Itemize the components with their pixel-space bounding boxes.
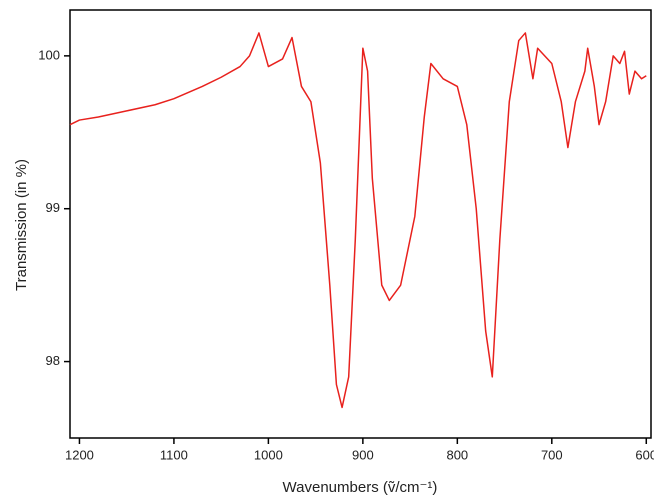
- x-tick-label: 1200: [65, 447, 94, 462]
- y-tick-label: 99: [46, 200, 60, 215]
- x-tick-label: 600: [635, 447, 654, 462]
- x-tick-label: 800: [446, 447, 468, 462]
- y-tick-label: 98: [46, 353, 60, 368]
- spectrum-line: [69, 32, 647, 409]
- x-tick-label: 1000: [254, 447, 283, 462]
- x-tick-label: 1100: [160, 447, 188, 462]
- y-axis-title: Transmission (in %): [13, 159, 30, 291]
- x-tick-label: 700: [541, 447, 563, 462]
- y-tick-label: 100: [38, 47, 60, 62]
- plot-frame: [69, 9, 652, 439]
- x-axis-title: Wavenumbers (ṽ/cm⁻¹): [283, 479, 438, 496]
- x-tick-label: 900: [352, 447, 374, 462]
